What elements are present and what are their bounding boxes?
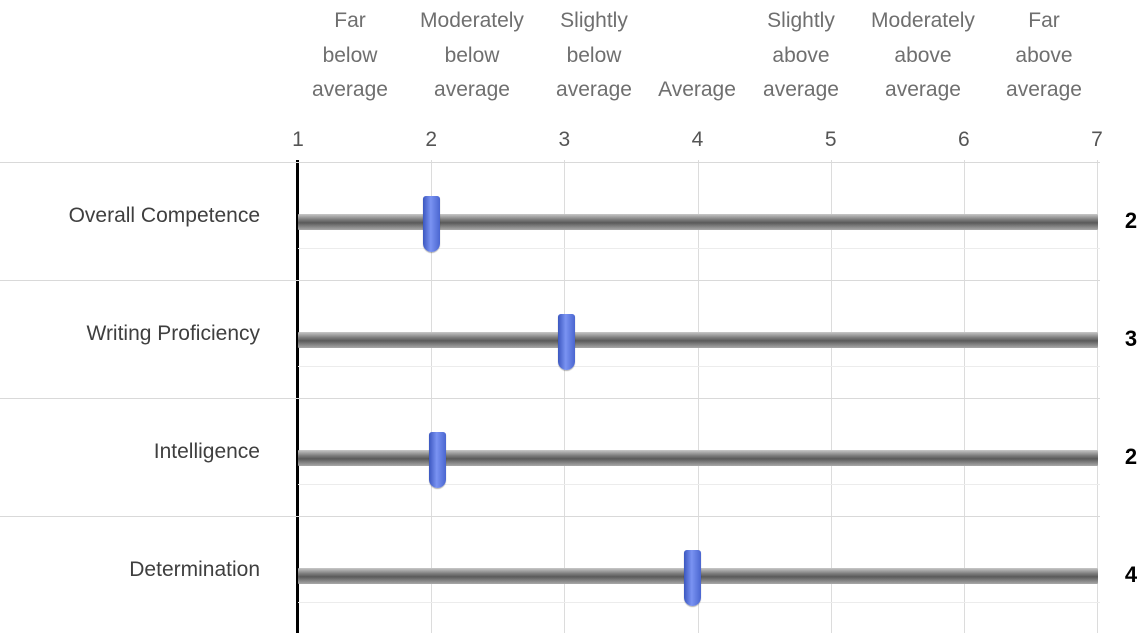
slider-handle[interactable] [422,196,440,252]
gridline-3 [564,160,565,633]
row-sub-divider [298,484,1100,485]
slider-value: 2 [1124,444,1138,469]
row-sub-divider [298,366,1100,367]
scale-label-4: Average [658,78,736,101]
row-label: Intelligence [153,440,260,463]
slider-row: Intelligence 2 [0,398,1146,516]
row-divider [0,162,1100,163]
slider-row: Determination 4 [0,516,1146,634]
gridline-4 [698,160,699,633]
slider-row: Writing Proficiency 3 [0,280,1146,398]
slider-value: 2 [1124,208,1138,233]
tick-label-2: 2 [425,128,437,151]
slider-value: 4 [1124,562,1138,587]
scale-label-6: Moderately above average [871,9,975,101]
scale-label-3: Slightly below average [556,9,632,101]
gridline-6 [964,160,965,633]
slider-handle[interactable] [558,314,576,370]
tick-label-1: 1 [292,128,304,151]
row-sub-divider [298,248,1100,249]
tick-label-7: 7 [1091,128,1103,151]
row-divider [0,516,1100,517]
gridline-5 [831,160,832,633]
scale-label-5: Slightly above average [763,9,839,101]
slider-track[interactable] [298,332,1098,348]
scale-label-1: Far below average [312,9,388,101]
gridline-7 [1097,160,1098,633]
slider-row: Overall Competence 2 [0,162,1146,280]
slider-handle[interactable] [683,550,701,606]
row-divider [0,280,1100,281]
tick-label-6: 6 [957,128,970,151]
tick-label-3: 3 [558,128,571,151]
row-label: Overall Competence [68,204,260,227]
scale-label-2: Moderately below average [420,9,524,101]
tick-label-4: 4 [691,128,704,151]
slider-value: 3 [1124,326,1138,351]
slider-track[interactable] [298,450,1098,466]
slider-track[interactable] [298,214,1098,230]
slider-handle[interactable] [429,432,447,488]
scale-label-7: Far above average [1006,9,1082,101]
left-axis-line [296,160,299,633]
row-label: Writing Proficiency [86,322,261,345]
tick-label-5: 5 [824,128,837,151]
gridline-2 [431,160,432,633]
row-label: Determination [129,558,260,581]
row-divider [0,398,1100,399]
